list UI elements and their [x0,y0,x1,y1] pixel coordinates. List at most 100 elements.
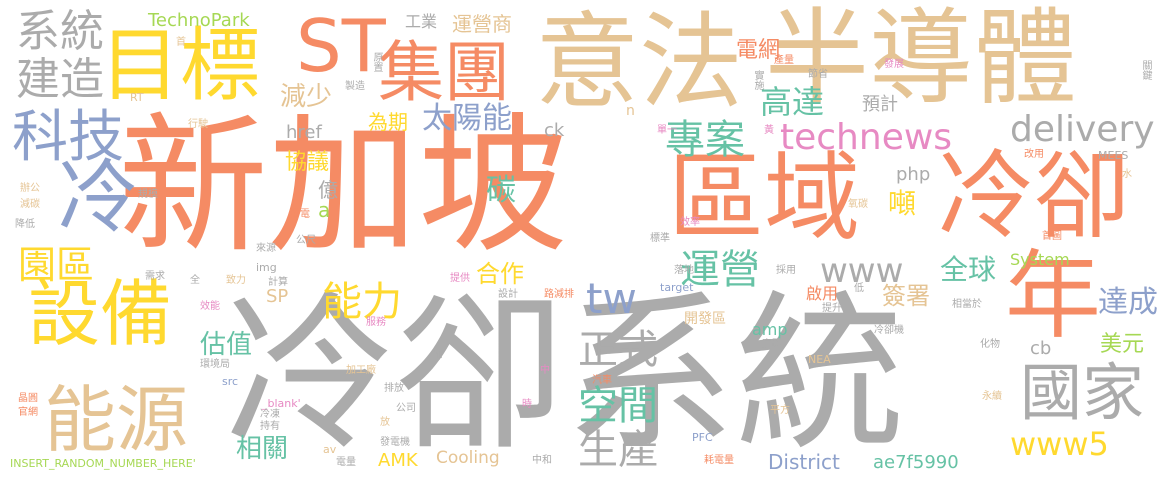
word-平方: 平方 [770,405,790,416]
word-www5: www5 [1010,425,1109,463]
word-img: img [256,261,277,274]
word-ck: ck [544,120,565,141]
word-加工廠: 加工廠 [346,365,376,376]
word-首圖: 首圖 [1042,231,1062,242]
word-NEA: NEA [808,353,831,366]
word-路減排: 路減排 [544,289,574,300]
word-MEES: MEES [1098,149,1129,162]
word-TechnoPark: TechnoPark [148,10,250,31]
word-全: 全 [190,275,200,286]
word-永續: 永續 [982,391,1002,402]
word-Cooling: Cooling [436,448,500,468]
word-區域: 區域 [668,142,860,254]
word-全球: 全球 [940,253,997,286]
word-美元: 美元 [1100,332,1145,357]
word-億: 億 [318,178,338,202]
word-System: System [1010,250,1070,269]
word-致力: 致力 [226,275,246,286]
word-計算: 計算 [268,277,288,288]
word-需求: 需求 [145,271,165,282]
word-減少: 減少 [280,82,333,112]
word-首: 首 [176,37,186,48]
word-化物: 化物 [980,339,1000,350]
word-AMK: AMK [378,450,418,471]
word-冷: 冷 [58,151,138,244]
word-官網: 官網 [18,407,38,418]
word-來源: 來源 [256,243,276,254]
word-ae7f5990: ae7f5990 [873,452,959,473]
word-簽署: 簽署 [882,282,930,310]
word-原置: 原置 [371,52,382,72]
word-節省: 節省 [808,69,828,80]
word-相關: 相關 [236,434,289,464]
word-服務: 服務 [366,317,386,328]
word-減碳: 減碳 [20,199,40,210]
word-氧碳: 氧碳 [848,199,868,210]
word-公尺: 公尺 [296,235,316,246]
word-新加坡: 新加坡 [118,100,569,274]
word-時: 時 [522,399,532,410]
word-黃: 黃 [764,125,774,136]
word-專案: 專案 [665,117,745,163]
word-預計: 預計 [862,94,898,115]
word-行駛: 行駛 [188,119,208,130]
word-汽車: 汽車 [592,375,612,386]
word-設備: 設備 [28,272,173,356]
word-RT: RT [130,91,144,104]
word-辦公: 辦公 [20,183,40,194]
word-碳: 碳 [486,173,516,208]
word-technews: technews [780,117,953,158]
word-運營: 運營 [680,247,760,293]
word-意法: 意法 [535,1,744,123]
word-效能: 效能 [200,301,220,312]
word-av: av [323,443,337,456]
word-合作: 合作 [476,260,524,288]
word-target: target [660,281,694,294]
word-師: 師 [430,350,441,360]
word-_blank: _blank' [262,397,301,410]
word-SP: SP [266,286,289,307]
word-能力: 能力 [322,279,402,325]
word-規模: 規模 [138,189,158,200]
word-發電: 發電 [290,209,310,220]
word-耗電量: 耗電量 [704,455,734,466]
word-冷卻系統: 冷卻系統 [225,276,906,474]
word-協議: 協議 [285,150,330,175]
word-估值: 估值 [200,330,253,360]
word-單一: 單一 [657,125,677,136]
word-公司: 公司 [396,403,416,414]
word-系統: 系統 [16,6,104,57]
word-效率: 效率 [680,217,700,228]
word-中: 中 [540,365,550,376]
word-啟用: 啟用 [806,284,839,303]
word-生產: 生產 [578,427,658,473]
word-電量: 電量 [336,457,356,468]
word-實踐: 實踐 [762,339,782,350]
word-晶圓: 晶圓 [18,393,38,404]
word-相當於: 相當於 [952,299,982,310]
word-能源: 能源 [44,378,189,462]
word-改用: 改用 [1024,149,1044,160]
word-delivery: delivery [1010,109,1155,150]
word-發展: 發展 [884,59,904,70]
word-amp: amp [752,320,788,339]
word-空間: 空間 [578,383,658,429]
word-正式: 正式 [578,327,658,373]
word-年: 年 [1005,240,1101,352]
word-中和: 中和 [532,455,552,466]
word-發電機: 發電機 [380,437,410,448]
word-園區: 園區 [18,243,95,287]
word-INSERT_RANDOM_NUMBER_HERE: INSERT_RANDOM_NUMBER_HERE' [10,457,196,470]
word-採用: 採用 [776,265,796,276]
word-目標: 目標 [100,19,260,112]
word-src: src [222,375,239,388]
word-環境局: 環境局 [200,359,230,370]
word-高達: 高達 [760,83,825,121]
word-噸: 噸 [888,187,917,220]
word-提供: 提供 [450,273,470,284]
word-href: href [286,122,322,143]
word-運營商: 運營商 [452,12,512,36]
word-關鍵: 關鍵 [1140,60,1151,80]
word-落地: 落地 [674,265,694,276]
word-tw: tw [586,274,637,323]
